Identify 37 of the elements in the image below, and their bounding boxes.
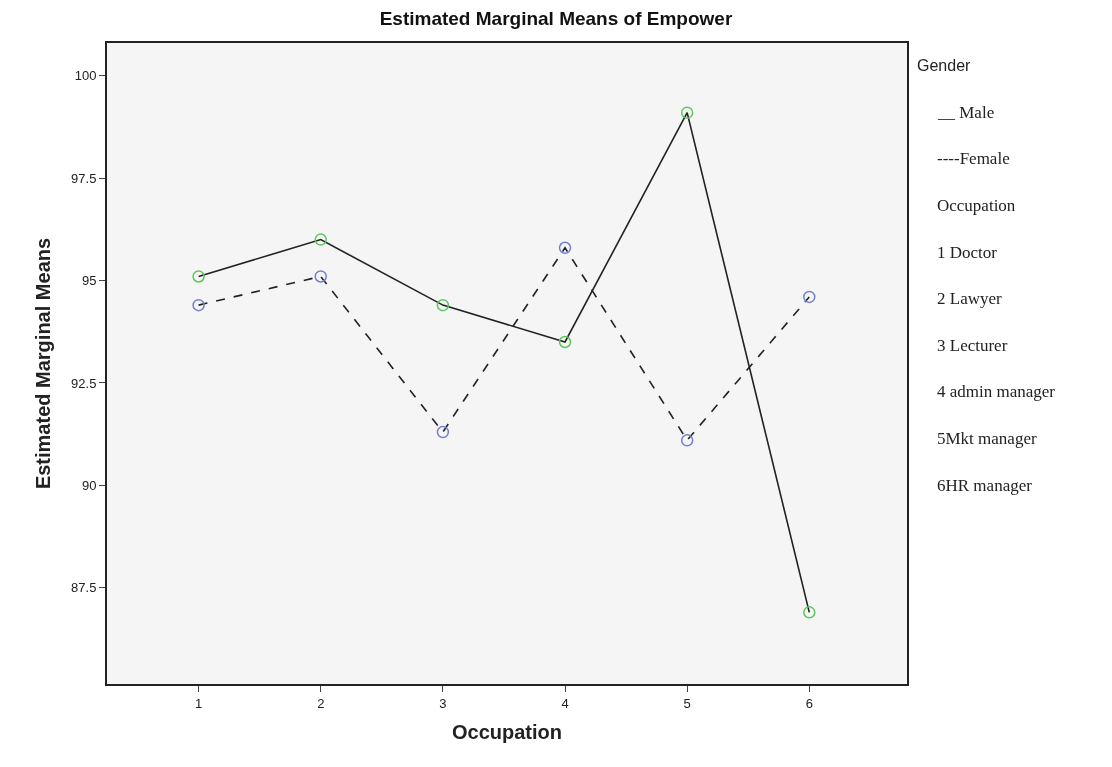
point bbox=[680, 106, 694, 119]
text: 5Mkt manager bbox=[937, 429, 1037, 448]
y-tick-label: 97.5 bbox=[71, 170, 97, 186]
x-tick-label: 6 bbox=[805, 695, 813, 711]
x-axis-title: Occupation bbox=[451, 720, 563, 743]
text: 3 Lecturer bbox=[937, 336, 1008, 355]
text: 1 Doctor bbox=[937, 243, 998, 262]
y-tick-label: 87.5 bbox=[71, 580, 97, 596]
point bbox=[803, 290, 816, 304]
y-tick-label: 92.5 bbox=[71, 375, 97, 391]
y-tick-label: 90 bbox=[81, 477, 97, 493]
point bbox=[558, 241, 572, 255]
x-tick-label: 2 bbox=[317, 695, 325, 711]
text: 2 Lawyer bbox=[937, 289, 1002, 308]
point bbox=[680, 434, 694, 447]
point bbox=[192, 270, 205, 283]
point bbox=[803, 606, 816, 619]
text: 6HR manager bbox=[937, 476, 1033, 495]
chart-title: Estimated Marginal Means of Empower bbox=[379, 7, 733, 29]
text: Gender bbox=[917, 57, 972, 74]
text: __ Male bbox=[937, 103, 995, 122]
point bbox=[314, 270, 327, 283]
text: 4 admin manager bbox=[937, 382, 1056, 401]
text: Occupation bbox=[937, 196, 1016, 215]
point bbox=[314, 233, 327, 246]
x-tick-label: 1 bbox=[194, 695, 203, 711]
x-tick-label: 5 bbox=[683, 695, 691, 711]
y-tick-label: 100 bbox=[74, 68, 97, 84]
point bbox=[558, 335, 572, 349]
x-tick-label: 3 bbox=[439, 695, 447, 711]
point bbox=[436, 425, 450, 439]
x-tick-label: 4 bbox=[561, 695, 569, 711]
y-tick-label: 95 bbox=[81, 273, 97, 289]
y-axis-title: Estimated Marginal Means bbox=[32, 237, 55, 490]
text: ----Female bbox=[937, 149, 1010, 168]
point bbox=[192, 298, 205, 312]
point bbox=[436, 298, 450, 312]
